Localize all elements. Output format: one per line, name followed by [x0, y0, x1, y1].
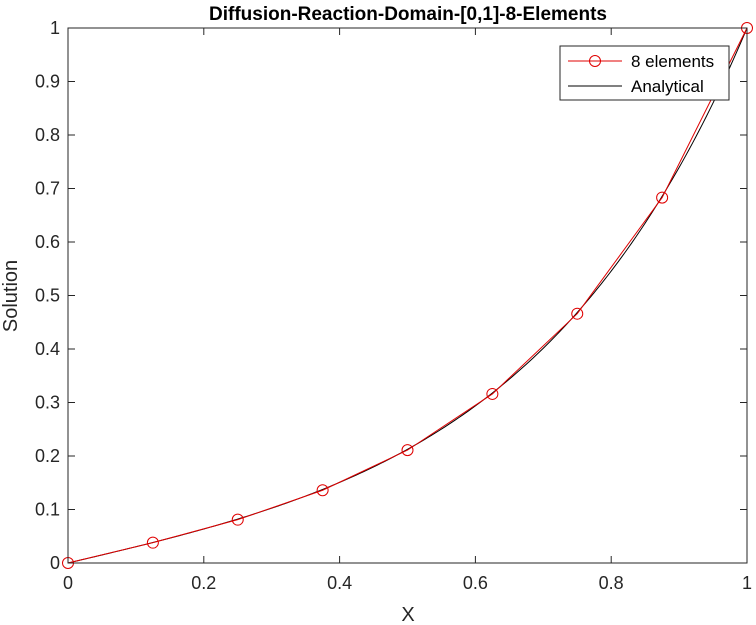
- y-tick-label: 0.9: [35, 72, 60, 92]
- series-8-elements-point: [316, 484, 329, 497]
- series-8-elements-point: [401, 444, 414, 457]
- x-tick-label: 0: [63, 573, 73, 593]
- y-tick-label: 0.2: [35, 446, 60, 466]
- axes: 0 0.2 0.4 0.6 0.8 1 0 0.1 0.2 0.3 0.4 0.5 0.6 0.7 0.8 0…: [35, 18, 752, 593]
- y-tick-label: 0.6: [35, 232, 60, 252]
- y-axis-label: Solution: [0, 260, 22, 332]
- legend-box: [559, 45, 730, 101]
- x-tick-label: 0.2: [191, 573, 216, 593]
- y-tick-label: 0.4: [35, 339, 60, 359]
- series-8-elements-line: [67, 27, 748, 564]
- y-tick-label: 0.7: [35, 179, 60, 199]
- plot-area: [62, 22, 753, 569]
- series-8-elements-point: [571, 307, 584, 320]
- series-8-elements-point: [656, 191, 669, 204]
- x-tick-label: 0.6: [463, 573, 488, 593]
- y-tick-label: 0.5: [35, 286, 60, 306]
- y-tick-label: 0: [50, 553, 60, 573]
- x-tick-label: 0.4: [327, 573, 352, 593]
- series-8-elements-point: [231, 513, 244, 526]
- y-tick-label: 1: [50, 18, 60, 38]
- legend-label-analytical: Analytical: [631, 77, 704, 96]
- y-tick-label: 0.3: [35, 393, 60, 413]
- x-axis-label: X: [401, 604, 414, 625]
- y-tick-label: 0.8: [35, 125, 60, 145]
- legend: 8 elements Analytical: [559, 45, 730, 101]
- series-8-elements-point: [146, 536, 159, 549]
- chart-title: Diffusion-Reaction-Domain-[0,1]-8-Elemen…: [209, 4, 607, 25]
- axes-box: [67, 27, 748, 564]
- y-tick-label: 0.1: [35, 500, 60, 520]
- legend-marker-8-elements: [589, 55, 601, 67]
- x-tick-label: 0.8: [599, 573, 624, 593]
- x-tick-label: 1: [742, 573, 752, 593]
- legend-label-8-elements: 8 elements: [631, 52, 714, 71]
- series-8-elements-point: [486, 387, 499, 400]
- series-analytical-line: [67, 27, 748, 564]
